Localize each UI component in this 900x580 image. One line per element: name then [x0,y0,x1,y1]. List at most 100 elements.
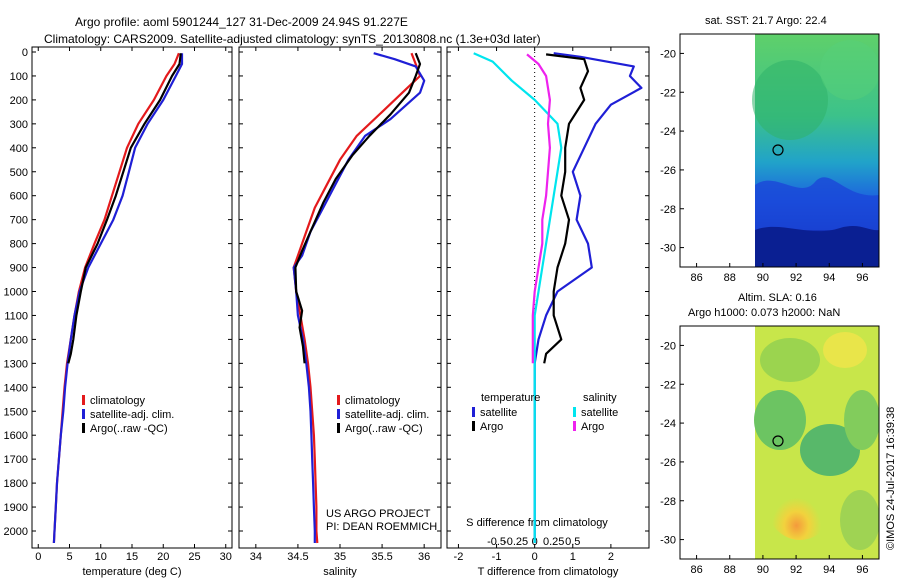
map-y-tick-label: -22 [660,379,676,391]
y-tick-label: 100 [10,71,28,83]
map-y-tick-label: -26 [660,457,676,469]
y-tick-label: 400 [10,143,28,155]
x-tick-label: 30 [220,551,232,563]
sst-map-axes: 86 88 90 92 94 96 -20 -22 -24 -26 -28 -30 [660,48,868,284]
series-line [52,53,184,544]
map-x-tick-label: 88 [724,272,736,284]
map-x-tick-label: 90 [757,272,769,284]
salinity-panel: 34 34.5 35 35.5 36 salinity climatology satelli… [238,46,442,578]
x-tick-label: 35.5 [371,551,392,563]
map-x-tick-label: 92 [790,272,802,284]
y-tick-label: 1000 [4,287,28,299]
x-tick2-label: -0.25 [503,536,528,548]
legend-label: Argo(..raw -QC) [90,423,168,435]
y-tick-label: 1800 [4,478,28,490]
map-y-tick-label: -30 [660,535,676,547]
y-tick-label: 1400 [4,382,28,394]
x-tick-label: 5 [66,551,72,563]
x-tick-label: -2 [454,551,464,563]
map-x-tick-label: 96 [856,564,868,576]
y-tick-label: 800 [10,239,28,251]
y-tick-label: 700 [10,215,28,227]
legend-label: climatology [90,395,146,407]
sla-map-subtitle: Argo h1000: 0.073 h2000: NaN [688,307,840,319]
x-axis-label: salinity [323,566,357,578]
map-x-tick-label: 94 [823,272,835,284]
map-y-tick-label: -24 [660,126,676,138]
x-tick2-label: 0.5 [565,536,580,548]
y-tick-label: 1100 [4,310,28,322]
series-line [473,52,563,543]
sst-map-field [752,34,879,267]
legend-swatch [472,421,475,431]
map-x-tick-label: 86 [690,564,702,576]
series-line [543,53,590,364]
y-tick-label: 500 [10,167,28,179]
map-y-tick-label: -28 [660,204,676,216]
x-axis-label-2: S difference from climatology [466,517,608,529]
sst-argo-marker [772,144,784,156]
legend-swatch [573,407,576,417]
sst-map-title: sat. SST: 21.7 Argo: 22.4 [705,15,827,27]
map-y-tick-label: -22 [660,87,676,99]
x-tick-label: 1 [570,551,576,563]
map-y-tick-label: -20 [660,48,676,60]
legend-swatch [573,421,576,431]
x-tick-label: 20 [157,551,169,563]
title-line-1: Argo profile: aoml 5901244_127 31-Dec-20… [75,15,408,29]
y-tick-label: 900 [10,263,28,275]
map-x-tick-label: 88 [724,564,736,576]
sst-map-panel: sat. SST: 21.7 Argo: 22.4 86 88 90 92 94 96 -2… [660,15,880,284]
difference-panel: -2 -1 0 1 2-0.5-0.25 0 0.25 0.5S difference fro… [446,46,650,578]
x-tick-label: 10 [95,551,107,563]
x-tick-label: 36 [418,551,430,563]
annotation-line: US ARGO PROJECT [326,508,431,520]
sla-map-title: Altim. SLA: 0.16 [738,292,817,304]
x-tick-label: 35 [334,551,346,563]
y-tick-label: 1600 [4,430,28,442]
temperature-panel: 0100200300400500600700800900100011001200… [4,46,233,578]
annotation-line: PI: DEAN ROEMMICH [326,521,437,533]
x-tick-label: 15 [126,551,138,563]
x-tick-label: 0 [532,551,538,563]
legend-swatch [337,409,340,419]
legend-label: satellite [480,407,517,419]
legend-label: Argo [581,421,604,433]
series-line [292,52,426,543]
map-x-tick-label: 86 [690,272,702,284]
x-axis-label: temperature (deg C) [82,566,181,578]
x-tick-label: 25 [188,551,200,563]
sla-argo-marker [772,435,784,447]
y-tick-label: 1700 [4,454,28,466]
y-tick-label: 2000 [4,526,28,538]
series-line [526,53,551,364]
legend-label: Argo [480,421,503,433]
legend-label: satellite-adj. clim. [90,409,174,421]
plot-frame [31,46,233,549]
x-tick-label: -1 [492,551,502,563]
sla-map-axes: 86 88 90 92 94 96 -20 -22 -24 -26 -28 -30 [660,340,868,576]
legend-swatch [337,423,340,433]
x-tick-label: 34.5 [287,551,308,563]
map-y-tick-label: -24 [660,418,676,430]
legend-label: climatology [345,395,401,407]
legend-swatch [472,407,475,417]
x-tick-label: 34 [250,551,262,563]
y-tick-label: 200 [10,95,28,107]
map-y-tick-label: -28 [660,496,676,508]
map-x-tick-label: 92 [790,564,802,576]
y-tick-label: 600 [10,191,28,203]
legend-label: satellite-adj. clim. [345,409,429,421]
imos-stamp: ©IMOS 24-Jul-2017 16:39:38 [885,407,897,550]
map-x-tick-label: 94 [823,564,835,576]
map-x-tick-label: 96 [856,272,868,284]
x-tick-label: 0 [35,551,41,563]
legend-swatch [82,409,85,419]
y-tick-label: 1200 [4,334,28,346]
y-tick-label: 1300 [4,358,28,370]
sla-map-field [754,326,879,559]
x-tick-label: 2 [608,551,614,563]
series-line [294,52,422,364]
plot-frame [238,46,442,549]
